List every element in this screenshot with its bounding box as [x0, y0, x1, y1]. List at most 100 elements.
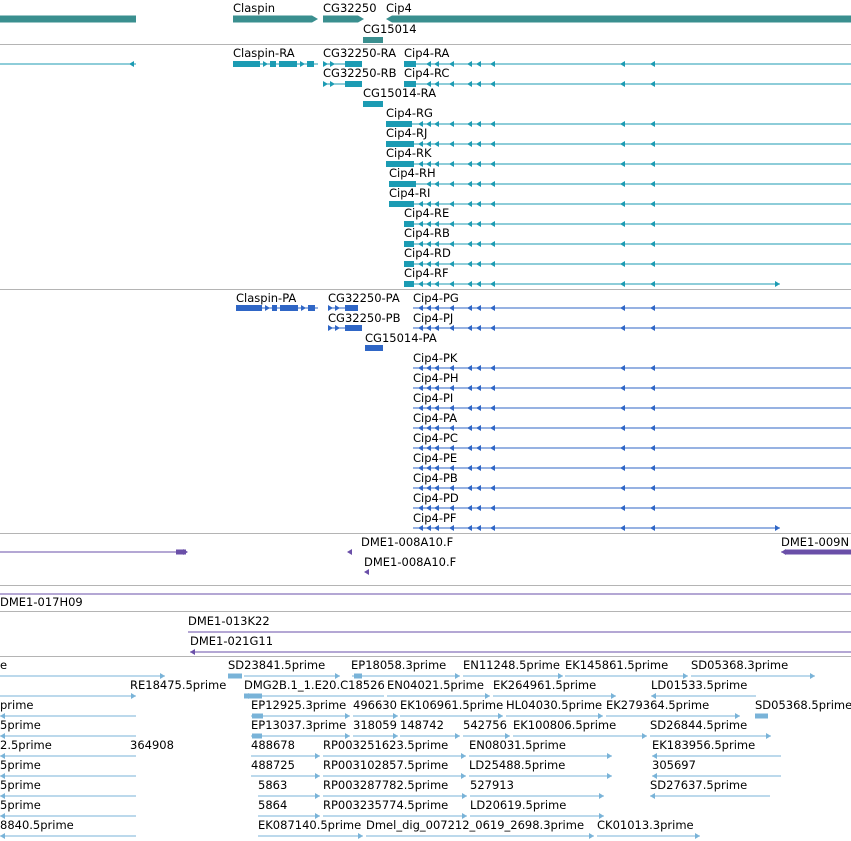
strand-arrow-left[interactable] — [434, 81, 439, 87]
strand-arrow-left[interactable] — [418, 405, 423, 411]
strand-arrow-left[interactable] — [467, 161, 472, 167]
est-label[interactable]: EK087140.5prime — [258, 818, 362, 832]
transcript-cip4-rg-label[interactable]: Cip4-RG — [386, 106, 433, 120]
strand-arrow-right[interactable] — [455, 733, 460, 739]
exon-block[interactable] — [404, 281, 414, 287]
intron-line[interactable] — [258, 835, 363, 837]
transcript-cip4-re-label[interactable]: Cip4-RE — [404, 206, 450, 220]
strand-arrow-left[interactable] — [467, 121, 472, 127]
est-label[interactable]: SD26844.5prime — [650, 718, 748, 732]
gene-claspin-label[interactable]: Claspin — [233, 1, 276, 15]
transcript-cip4-rj-label[interactable]: Cip4-RJ — [386, 126, 428, 140]
strand-arrow-right[interactable] — [766, 733, 771, 739]
strand-arrow-left[interactable] — [490, 81, 495, 87]
protein-cip4-pg-label[interactable]: Cip4-PG — [413, 291, 459, 305]
strand-arrow-left[interactable] — [467, 241, 472, 247]
intron-line[interactable] — [413, 467, 851, 469]
est-label[interactable]: EP12925.3prime — [251, 698, 347, 712]
strand-arrow-right[interactable] — [810, 673, 815, 679]
transcript-cg32250-rb-label[interactable]: CG32250-RB — [323, 66, 397, 80]
strand-arrow-left[interactable] — [434, 121, 439, 127]
exon-block[interactable] — [323, 15, 358, 23]
strand-arrow-left[interactable] — [418, 261, 423, 267]
strand-arrow-left[interactable] — [426, 325, 431, 331]
strand-arrow-left[interactable] — [449, 141, 454, 147]
strand-arrow-left[interactable] — [650, 161, 655, 167]
strand-arrow-left[interactable] — [434, 325, 439, 331]
intron-line[interactable] — [691, 675, 815, 677]
intron-line[interactable] — [413, 387, 851, 389]
strand-arrow-left[interactable] — [476, 465, 481, 471]
intron-line[interactable] — [652, 775, 781, 777]
strand-arrow-right[interactable] — [393, 713, 398, 719]
intron-line[interactable] — [470, 815, 604, 817]
strand-arrow-left[interactable] — [620, 81, 625, 87]
strand-arrow-left[interactable] — [426, 121, 431, 127]
est-label[interactable]: 527913 — [470, 778, 514, 792]
est-label[interactable]: 5prime — [0, 758, 41, 772]
strand-arrow-left[interactable] — [426, 445, 431, 451]
strand-arrow-left[interactable] — [434, 305, 439, 311]
strand-arrow-left[interactable] — [490, 161, 495, 167]
strand-arrow-left[interactable] — [620, 281, 625, 287]
est-label[interactable]: EK106961.5prime — [400, 698, 504, 712]
strand-arrow-right[interactable] — [315, 753, 320, 759]
strand-arrow-left[interactable] — [476, 261, 481, 267]
bac-dme1-017h09-label[interactable]: DME1-017H09 — [0, 595, 83, 609]
gene-cg15014-label[interactable]: CG15014 — [363, 22, 417, 36]
exon-block[interactable] — [363, 37, 383, 43]
intron-line[interactable] — [0, 551, 186, 553]
strand-arrow-left[interactable] — [650, 525, 655, 531]
gene-arrow-right[interactable] — [312, 15, 318, 23]
strand-arrow-left[interactable] — [418, 221, 423, 227]
est-label[interactable]: Dmel_dig_007212_0619_2698.3prime — [366, 818, 585, 832]
strand-arrow-right[interactable] — [775, 281, 780, 287]
strand-arrow-left[interactable] — [620, 121, 625, 127]
strand-arrow-left[interactable] — [467, 261, 472, 267]
strand-arrow-left[interactable] — [476, 161, 481, 167]
gene-cip4-label[interactable]: Cip4 — [386, 1, 412, 15]
intron-line[interactable] — [323, 795, 467, 797]
transcript-cip4-rk-label[interactable]: Cip4-RK — [386, 146, 432, 160]
protein-cip4-pb-label[interactable]: Cip4-PB — [413, 471, 458, 485]
intron-line[interactable] — [366, 835, 594, 837]
strand-arrow-right[interactable] — [642, 733, 647, 739]
strand-arrow-left[interactable] — [426, 181, 431, 187]
strand-arrow-left[interactable] — [418, 445, 423, 451]
est-label[interactable]: SD23841.5prime — [228, 658, 326, 672]
protein-cip4-pe-label[interactable]: Cip4-PE — [413, 451, 458, 465]
strand-arrow-left[interactable] — [620, 241, 625, 247]
strand-arrow-left[interactable] — [652, 753, 657, 759]
intron-line[interactable] — [0, 735, 136, 737]
strand-arrow-left[interactable] — [650, 325, 655, 331]
strand-arrow-left[interactable] — [434, 261, 439, 267]
intron-line[interactable] — [386, 123, 851, 125]
strand-arrow-left[interactable] — [434, 405, 439, 411]
strand-arrow-left[interactable] — [467, 305, 472, 311]
strand-arrow-left[interactable] — [476, 425, 481, 431]
exon-block[interactable] — [404, 221, 414, 227]
strand-arrow-left[interactable] — [490, 201, 495, 207]
protein-cip4-pf-label[interactable]: Cip4-PF — [413, 511, 457, 525]
strand-arrow-left[interactable] — [449, 525, 454, 531]
strand-arrow-left[interactable] — [490, 445, 495, 451]
strand-arrow-right[interactable] — [462, 813, 467, 819]
intron-line[interactable] — [387, 695, 490, 697]
strand-arrow-right[interactable] — [498, 713, 503, 719]
strand-arrow-left[interactable] — [434, 425, 439, 431]
strand-arrow-left[interactable] — [0, 713, 5, 719]
strand-arrow-left[interactable] — [490, 121, 495, 127]
strand-arrow-left[interactable] — [467, 525, 472, 531]
strand-arrow-left[interactable] — [490, 305, 495, 311]
intron-line[interactable] — [650, 735, 771, 737]
gene-arrow-left[interactable] — [386, 15, 392, 23]
strand-arrow-left[interactable] — [650, 141, 655, 147]
strand-arrow-left[interactable] — [620, 425, 625, 431]
strand-arrow-left[interactable] — [449, 61, 454, 67]
exon-block[interactable] — [176, 549, 186, 555]
intron-line[interactable] — [404, 223, 851, 225]
strand-arrow-left[interactable] — [434, 201, 439, 207]
strand-arrow-left[interactable] — [620, 365, 625, 371]
strand-arrow-left[interactable] — [434, 241, 439, 247]
intron-line[interactable] — [0, 63, 136, 65]
